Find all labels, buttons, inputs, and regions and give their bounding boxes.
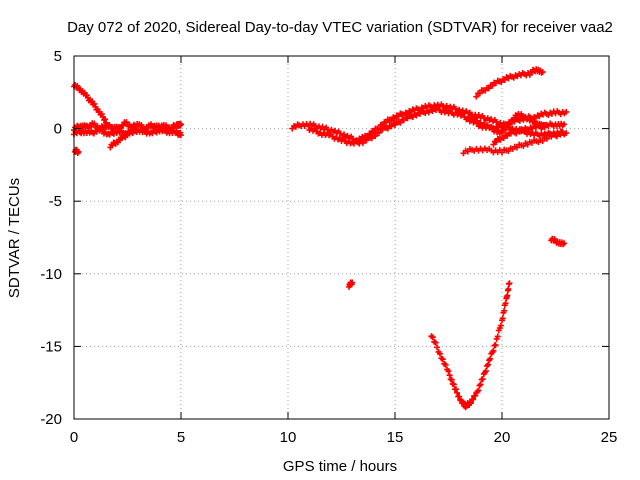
y-tick-label: 5 xyxy=(54,48,62,65)
series-track-5 xyxy=(107,126,140,151)
series-track-10 xyxy=(466,110,548,137)
data-point xyxy=(477,381,484,388)
data-point xyxy=(178,121,184,128)
data-point xyxy=(482,368,489,375)
y-tick-label: -20 xyxy=(40,411,62,428)
data-point xyxy=(489,82,496,89)
data-point xyxy=(439,356,446,363)
data-point xyxy=(442,361,449,368)
data-point xyxy=(501,307,508,314)
data-point xyxy=(450,381,457,388)
data-point xyxy=(75,148,82,155)
y-tick-label: 0 xyxy=(54,121,62,138)
chart-title: Day 072 of 2020, Sidereal Day-to-day VTE… xyxy=(67,19,613,36)
data-point xyxy=(454,389,461,396)
data-point xyxy=(452,386,459,393)
data-point xyxy=(479,376,486,383)
series-track-8 xyxy=(460,128,568,157)
data-point xyxy=(397,119,404,126)
y-axis-label: SDTVAR / TECUs xyxy=(6,178,23,298)
y-tick-label: -15 xyxy=(40,338,62,355)
data-point xyxy=(429,334,436,341)
data-point xyxy=(561,130,568,137)
data-point xyxy=(434,344,441,351)
series-track-9 xyxy=(490,120,568,148)
data-point xyxy=(494,333,501,340)
data-point xyxy=(359,140,366,147)
x-tick-label: 0 xyxy=(70,429,78,446)
data-point xyxy=(497,322,504,329)
data-point xyxy=(388,117,395,124)
data-point xyxy=(456,393,463,400)
y-tick-label: -5 xyxy=(49,193,62,210)
data-point xyxy=(467,400,474,407)
data-point xyxy=(539,68,546,75)
data-point xyxy=(133,126,140,133)
data-point xyxy=(446,372,453,379)
data-point xyxy=(103,119,110,126)
series-track-14 xyxy=(428,280,513,411)
y-tick-label: -10 xyxy=(40,266,62,283)
data-point xyxy=(476,90,483,97)
x-tick-label: 20 xyxy=(494,429,511,446)
series-track-13 xyxy=(345,279,356,290)
x-tick-label: 10 xyxy=(280,429,297,446)
data-point xyxy=(485,85,492,92)
data-point xyxy=(485,361,492,368)
data-point xyxy=(432,339,439,346)
data-point xyxy=(445,368,452,375)
data-point xyxy=(102,116,109,123)
data-point xyxy=(506,280,513,287)
y-tick-labels: -20 -15 -10 -5 0 5 xyxy=(40,48,62,428)
data-point xyxy=(392,121,398,128)
x-axis-label: GPS time / hours xyxy=(283,458,397,475)
data-points xyxy=(71,66,570,411)
data-point xyxy=(541,121,548,128)
series-track-12 xyxy=(548,235,568,248)
data-point xyxy=(499,315,506,322)
data-point xyxy=(511,116,518,123)
data-point xyxy=(506,121,513,128)
data-point xyxy=(501,127,508,134)
data-point xyxy=(472,392,479,399)
data-point xyxy=(372,133,379,140)
data-point xyxy=(470,396,477,403)
data-point xyxy=(475,387,482,394)
data-point xyxy=(490,347,497,354)
data-point xyxy=(98,111,105,118)
series-track-3 xyxy=(71,82,110,126)
series-track-11 xyxy=(473,66,546,100)
plot-frame xyxy=(73,55,610,420)
data-point xyxy=(363,137,370,144)
data-point xyxy=(473,93,480,100)
data-point xyxy=(349,279,356,286)
data-point xyxy=(561,240,568,247)
data-point xyxy=(505,286,512,293)
data-point xyxy=(561,121,568,128)
x-tick-label: 5 xyxy=(177,429,185,446)
data-point xyxy=(178,132,184,139)
series-track-2 xyxy=(71,125,184,139)
data-point xyxy=(436,350,443,357)
data-point xyxy=(559,241,566,248)
data-point xyxy=(375,129,382,136)
x-tick-labels: 0 5 10 15 20 25 xyxy=(70,429,618,446)
data-point xyxy=(91,100,98,107)
x-tick-label: 15 xyxy=(387,429,404,446)
data-point xyxy=(496,130,503,137)
data-point xyxy=(492,341,499,348)
data-point xyxy=(563,108,570,115)
axis-ticks xyxy=(73,55,610,420)
data-point xyxy=(383,119,390,126)
data-point xyxy=(448,376,455,383)
data-point xyxy=(487,355,494,362)
data-point xyxy=(504,292,511,299)
x-tick-label: 25 xyxy=(601,429,618,446)
